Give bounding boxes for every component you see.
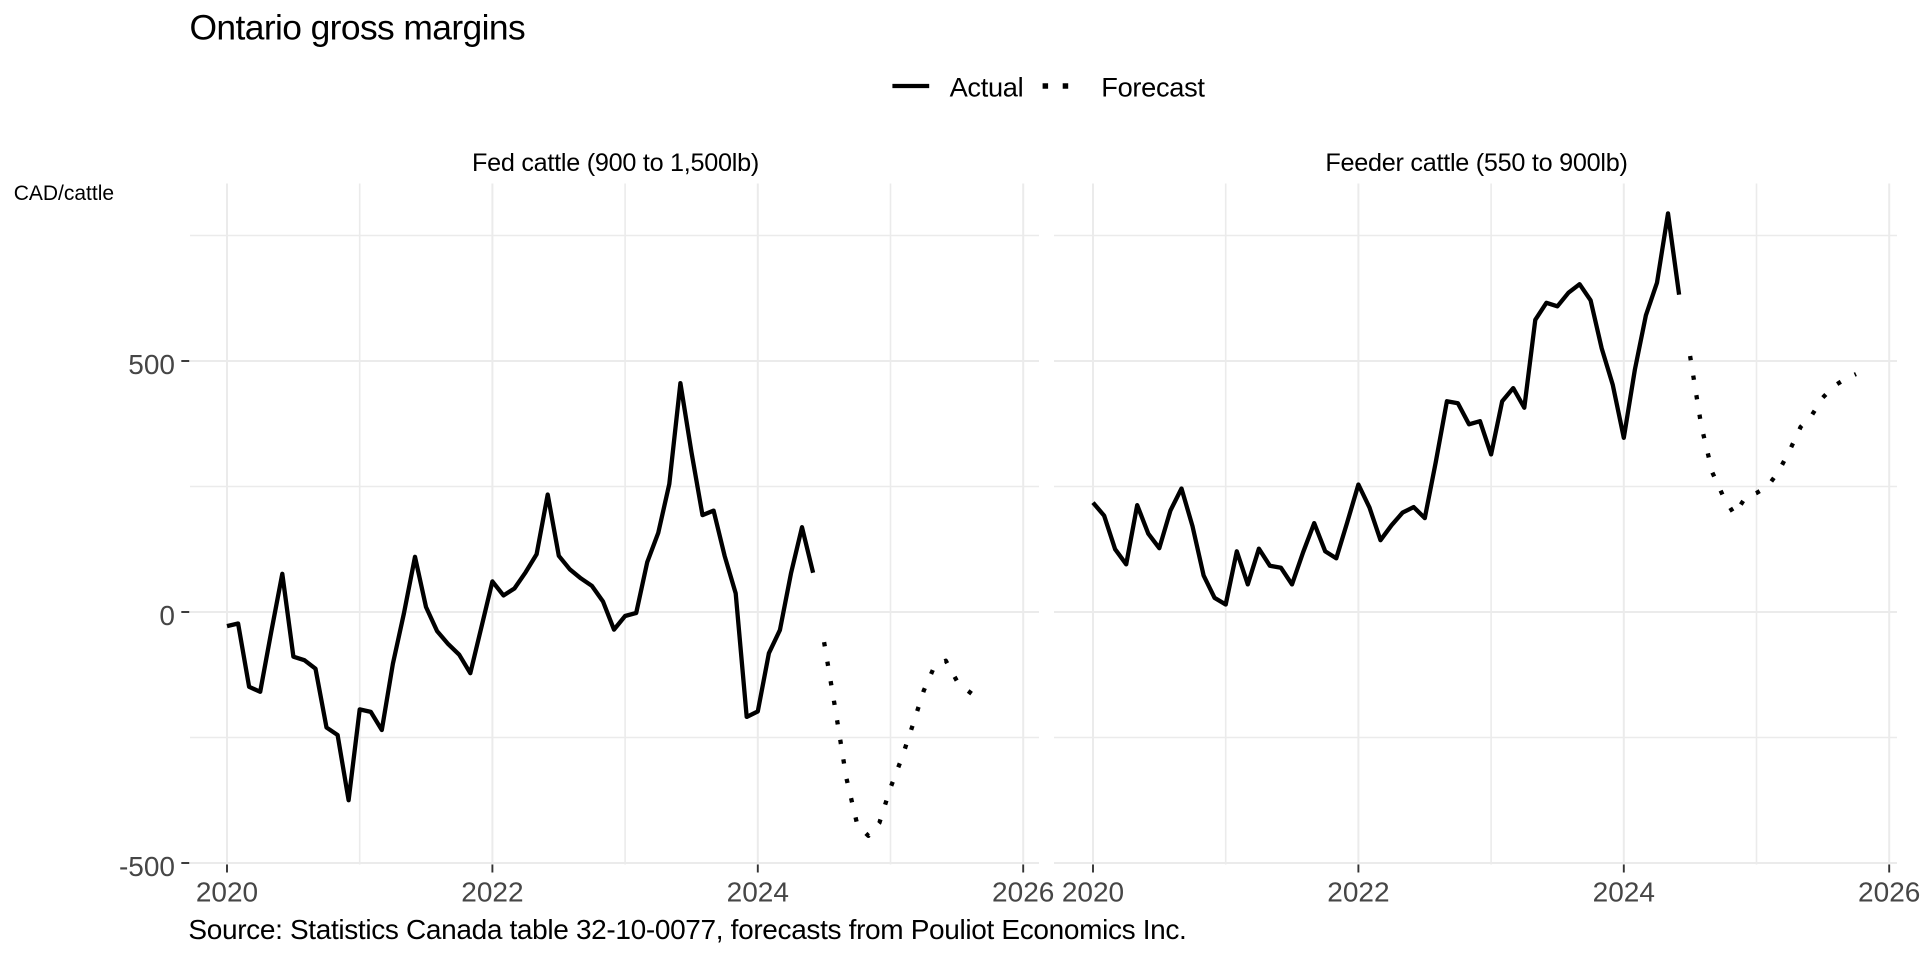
svg-text:0: 0 bbox=[159, 600, 175, 631]
svg-text:Feeder cattle (550 to 900lb): Feeder cattle (550 to 900lb) bbox=[1325, 149, 1627, 177]
svg-text:Actual: Actual bbox=[950, 71, 1024, 102]
svg-text:2020: 2020 bbox=[1062, 877, 1124, 908]
svg-text:2024: 2024 bbox=[727, 877, 789, 908]
svg-text:Fed cattle (900 to 1,500lb): Fed cattle (900 to 1,500lb) bbox=[472, 149, 759, 177]
svg-text:-500: -500 bbox=[119, 851, 175, 882]
svg-text:Source: Statistics Canada tabl: Source: Statistics Canada table 32-10-00… bbox=[188, 914, 1186, 945]
svg-text:500: 500 bbox=[128, 349, 175, 380]
svg-text:Ontario gross margins: Ontario gross margins bbox=[190, 8, 526, 48]
svg-text:2026: 2026 bbox=[992, 877, 1054, 908]
svg-text:2022: 2022 bbox=[461, 877, 523, 908]
svg-text:2024: 2024 bbox=[1593, 877, 1655, 908]
svg-text:Forecast: Forecast bbox=[1101, 71, 1205, 102]
svg-text:2022: 2022 bbox=[1327, 877, 1389, 908]
svg-text:CAD/cattle: CAD/cattle bbox=[14, 182, 114, 205]
svg-text:2020: 2020 bbox=[196, 877, 258, 908]
svg-text:2026: 2026 bbox=[1858, 877, 1920, 908]
